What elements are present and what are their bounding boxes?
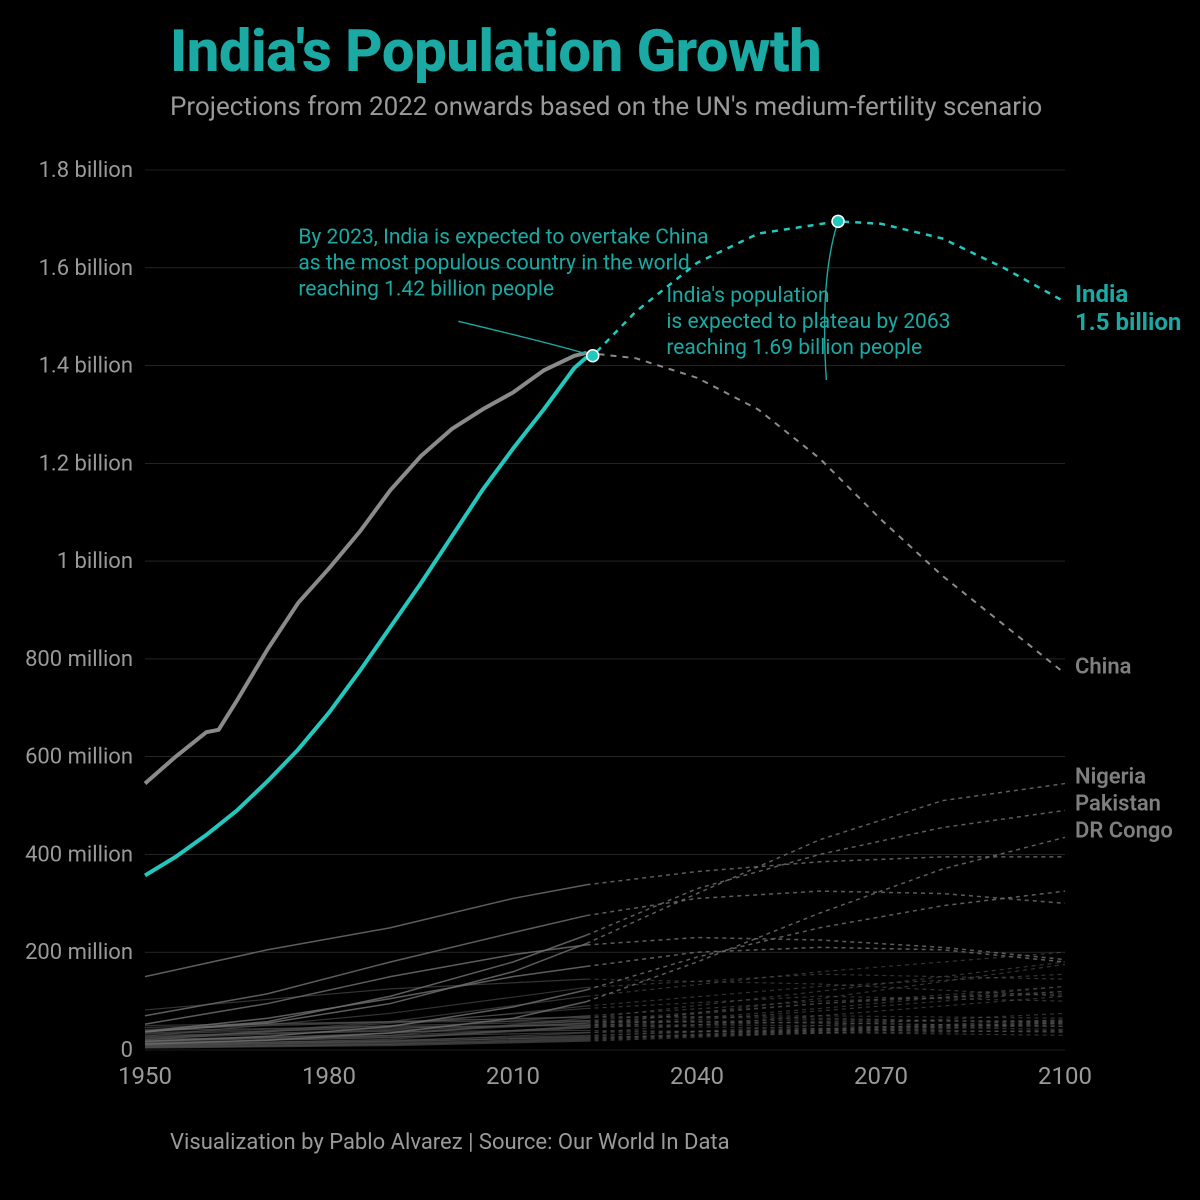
line-nigeria-proj bbox=[587, 784, 1065, 944]
annotation-text: is expected to plateau by 2063 bbox=[666, 310, 950, 334]
bg-line-proj bbox=[587, 991, 1065, 1020]
bg-line-proj bbox=[587, 1020, 1065, 1023]
x-tick-label: 2010 bbox=[486, 1062, 540, 1090]
x-tick-label: 2100 bbox=[1038, 1062, 1092, 1090]
bg-line-proj bbox=[587, 1026, 1065, 1033]
y-tick-label: 1.2 billion bbox=[39, 451, 133, 476]
bg-line-proj bbox=[587, 1022, 1065, 1040]
line-indonesia-proj bbox=[587, 891, 1065, 915]
bg-line-proj bbox=[587, 996, 1065, 1033]
line-india bbox=[145, 357, 587, 875]
bg-line-proj bbox=[587, 1021, 1065, 1027]
chart-svg: 0 200 million 400 million 600 million 800 mi… bbox=[0, 0, 1200, 1200]
x-tick-label: 1950 bbox=[118, 1062, 172, 1090]
line-china bbox=[145, 353, 587, 784]
bg-line-proj bbox=[587, 1030, 1065, 1037]
annotation-text: as the most populous country in the worl… bbox=[298, 251, 689, 275]
annotation-text: By 2023, India is expected to overtake C… bbox=[298, 225, 708, 249]
end-label-india: India bbox=[1075, 280, 1128, 308]
bg-line-proj bbox=[587, 1023, 1065, 1035]
y-tick-label: 0 bbox=[121, 1038, 133, 1063]
x-tick-label: 1980 bbox=[302, 1062, 356, 1090]
bg-line-proj bbox=[587, 994, 1065, 1016]
x-tick-label: 2040 bbox=[670, 1062, 724, 1090]
annotation-text: India's population bbox=[666, 284, 829, 308]
line-bangladesh-proj bbox=[587, 947, 1065, 966]
y-tick-label: 1.8 billion bbox=[39, 158, 133, 183]
bg-line-proj bbox=[587, 1023, 1065, 1040]
bg-line-proj bbox=[587, 1030, 1065, 1035]
y-tick-label: 1.6 billion bbox=[39, 256, 133, 281]
end-label-nigeria: Nigeria bbox=[1075, 765, 1146, 790]
bg-line-proj bbox=[587, 964, 1065, 1025]
bg-line-proj bbox=[587, 986, 1065, 1026]
annotation-marker bbox=[587, 350, 599, 362]
y-tick-label: 1 billion bbox=[57, 549, 133, 574]
bg-line-proj bbox=[587, 1025, 1065, 1030]
end-label-dr-congo: DR Congo bbox=[1075, 818, 1173, 843]
bg-line-proj bbox=[587, 979, 1065, 996]
annotation-marker bbox=[832, 215, 844, 227]
line-china-proj bbox=[587, 353, 1065, 674]
end-label-pakistan: Pakistan bbox=[1075, 791, 1161, 816]
line-brazil-proj bbox=[587, 938, 1065, 960]
y-tick-label: 600 million bbox=[25, 745, 133, 770]
bg-line-proj bbox=[587, 1021, 1065, 1028]
y-tick-label: 1.4 billion bbox=[39, 354, 133, 379]
bg-line-proj bbox=[587, 1025, 1065, 1042]
y-tick-label: 800 million bbox=[25, 647, 133, 672]
bg-line-proj bbox=[587, 1030, 1065, 1032]
bg-line-proj bbox=[587, 974, 1065, 987]
annotation-text: reaching 1.42 billion people bbox=[298, 277, 554, 301]
x-tick-label: 2070 bbox=[854, 1062, 908, 1090]
bg-line-proj bbox=[587, 962, 1065, 1018]
end-label-india: 1.5 billion bbox=[1075, 308, 1181, 336]
y-tick-label: 200 million bbox=[25, 940, 133, 965]
annotation-text: reaching 1.69 billion people bbox=[666, 336, 922, 360]
line-usa-proj bbox=[587, 857, 1065, 885]
bg-line-proj bbox=[587, 1022, 1065, 1027]
line-pakistan-proj bbox=[587, 810, 1065, 935]
bg-line-proj bbox=[587, 1020, 1065, 1039]
y-tick-label: 400 million bbox=[25, 842, 133, 867]
end-label-china: China bbox=[1075, 655, 1131, 680]
annotation-leader bbox=[458, 321, 592, 355]
line-pakistan bbox=[145, 935, 587, 1032]
